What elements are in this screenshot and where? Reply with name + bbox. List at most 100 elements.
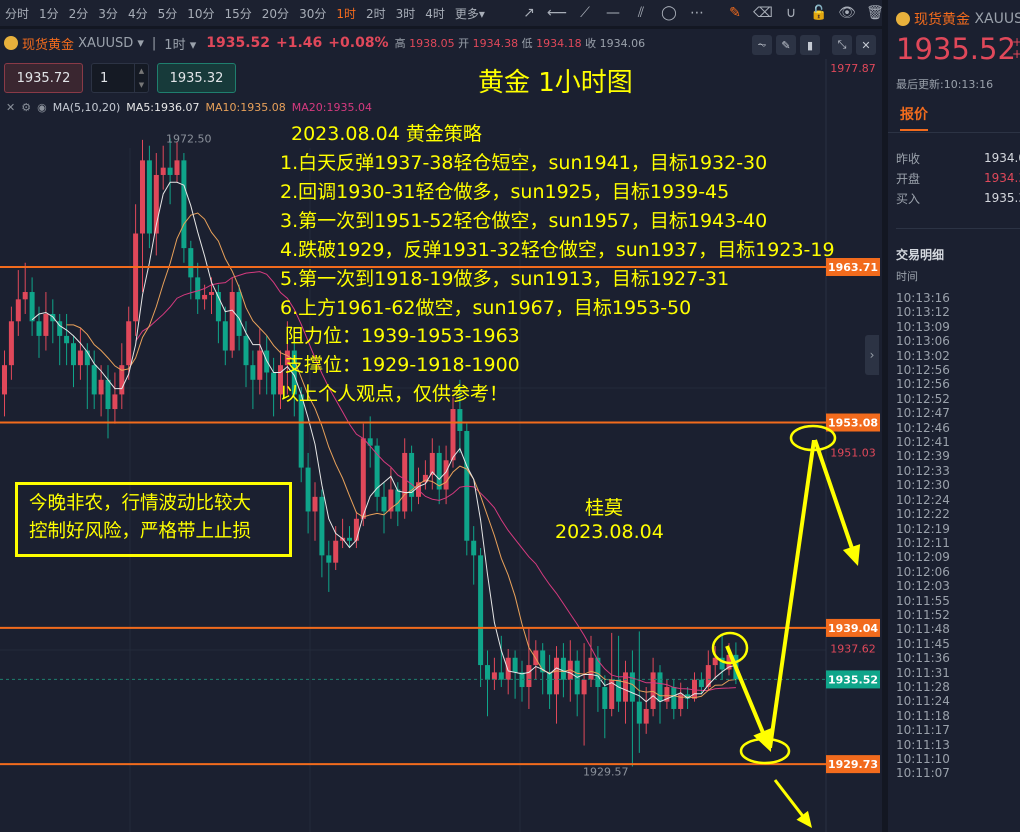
quick-trade: 1935.72 1 ▲ ▼ 1935.32 [4,63,236,93]
indicator-legend: ✕ ⚙ ◉ MA(5,10,20) MA5:1936.07 MA10:1935.… [6,101,372,114]
timeframe-2[interactable]: 2分 [68,6,89,21]
quote-row: 买入 1935.3 [896,188,1020,208]
interval-selector[interactable]: 1时 ▾ [164,37,197,53]
disclaimer-text: 以上个人观点，仅供参考！ [280,383,509,405]
candle-body [671,687,677,709]
candle-type-icon[interactable]: ▮ [800,35,820,55]
parallel-channel-icon[interactable]: ⫽ [637,5,645,21]
more-icon[interactable]: ⋯ [690,5,704,21]
draw-edit-icon[interactable]: ✎ [729,5,741,21]
trade-time: 10:12:19 [896,521,950,536]
trade-time: 10:11:55 [896,593,950,608]
candle-body [333,540,339,563]
high-marker-label: 1972.50 [166,132,212,145]
magnet-icon[interactable]: ∪ [785,5,797,21]
timeframe-9[interactable]: 30分 [299,6,327,21]
trade-time: 10:12:30 [896,478,950,493]
ray-arrow-icon[interactable]: ↗ [523,5,535,21]
candle-body [84,350,90,366]
candle-body [91,365,97,395]
candle-body [215,292,221,322]
timeframe-6[interactable]: 10分 [187,6,215,21]
close-icon[interactable]: ✕ [856,35,876,55]
quote-label: 开盘 [896,171,921,186]
candle-body [457,409,463,432]
timeframe-4[interactable]: 4分 [127,6,148,21]
eraser-icon[interactable]: ⌫ [753,5,773,21]
timeframe-5[interactable]: 5分 [157,6,178,21]
quote-value: 1935.3 [984,191,1020,205]
strategy-title: 2023.08.04 黄金策略 [291,123,482,145]
remove-indicator-icon[interactable]: ✕ [6,101,16,114]
candle-body [409,452,415,497]
candle-body [174,160,180,175]
ma5-value: MA5:1936.07 [126,101,200,114]
trend-line-icon[interactable]: ⟋ [580,5,590,21]
timeframe-7[interactable]: 15分 [224,6,252,21]
quote-row: 开盘 1934.3 [896,168,1020,188]
indicator-icon[interactable]: ⏦ [752,35,772,55]
candle-body [98,379,104,395]
circle-icon[interactable]: ◯ [661,5,677,21]
eye-icon[interactable]: ◉ [37,101,47,114]
timeframe-10[interactable]: 1时 [336,6,356,21]
timeframe-0[interactable]: 分时 [5,6,30,21]
candle-body [160,167,166,175]
timeframe-14[interactable]: 更多▾ [454,6,485,21]
candle-body [719,657,725,670]
candlestick-chart[interactable]: 1963.71 1953.08 1939.04 1929.73 1935.52 1977.… [0,29,882,832]
expand-panel-button[interactable]: › [865,335,879,375]
decrement-icon[interactable]: ▼ [138,81,145,89]
price-tag [826,618,880,637]
timeframe-1[interactable]: 1分 [39,6,59,21]
trash-icon[interactable]: 🗑 [866,5,884,21]
candle-body [547,672,553,695]
quantity-value[interactable]: 1 [100,70,109,86]
timeframe-8[interactable]: 20分 [261,6,290,21]
trade-time: 10:12:56 [896,377,950,392]
quote-value: 1934.3 [984,171,1020,185]
candle-body [291,350,297,395]
timeframe-3[interactable]: 3分 [98,6,118,21]
collapse-icon[interactable]: ⤡ [832,35,852,55]
horizontal-ray-icon[interactable]: ⟵ [546,5,568,21]
candle-body [712,657,718,666]
draw-icon[interactable]: ✎ [776,35,796,55]
timeframe-12[interactable]: 3时 [395,6,416,21]
symbol-selector[interactable]: XAUUSD ▾ [78,35,144,51]
candle-body [450,409,456,461]
instrument-symbol: XAUUSD [974,11,1020,27]
candle-body [243,335,249,366]
tab-quote[interactable]: 报价 [900,104,928,131]
candle-body [602,687,608,709]
arrow-icon [725,645,772,752]
timeframe-11[interactable]: 2时 [365,6,386,21]
axis-label: 1937.62 [830,643,876,656]
candle-body [167,167,173,175]
strategy-line: 5.第一次到1918-19做多，sun1913，目标1927-31 [280,268,730,290]
strategy-line: 3.第一次到1951-52轻仓做空，sun1957，目标1943-40 [280,210,768,232]
gold-coin-icon [896,12,910,26]
lock-icon[interactable]: 🔓 [810,5,828,21]
candle-body [36,321,42,336]
candle-body [278,365,283,395]
increment-icon[interactable]: ▲ [138,67,145,75]
timeframe-13[interactable]: 4时 [425,6,445,21]
candle-body [312,496,318,512]
quote-label: 昨收 [896,151,921,166]
candle-body [271,372,277,395]
trade-time: 10:13:12 [896,305,950,320]
ma5-line [31,181,737,703]
quantity-stepper[interactable]: 1 ▲ ▼ [91,63,149,93]
sell-button[interactable]: 1935.72 [4,63,83,93]
settings-icon[interactable]: ⚙ [21,101,32,114]
trade-time: 10:12:09 [896,550,950,565]
candle-body [636,701,642,724]
buy-button[interactable]: 1935.32 [157,63,236,93]
candle-body [77,350,83,366]
horizontal-line-icon[interactable]: — [606,5,620,21]
highlight-ellipse [711,631,749,665]
eye-icon[interactable]: 👁 [838,5,856,21]
current-price-tag [826,670,880,689]
trade-time: 10:13:02 [896,348,950,363]
